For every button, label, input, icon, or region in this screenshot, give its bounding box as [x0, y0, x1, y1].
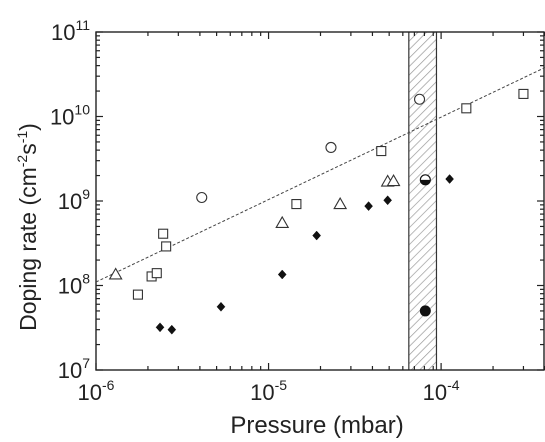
- shaded-band: [408, 32, 437, 370]
- axes-layer: [95, 31, 545, 371]
- data-points-layer: [108, 88, 529, 335]
- filled-circle-point: [419, 305, 431, 317]
- y-axis-label-end: ): [15, 123, 41, 131]
- open-square-point: [158, 228, 169, 239]
- x-tick-label: 10-5: [250, 377, 287, 405]
- open-circle-point: [325, 141, 337, 154]
- plot-frame: [95, 31, 545, 371]
- open-square-point: [161, 241, 172, 252]
- filled-diamond-point: [383, 195, 392, 206]
- open-triangle-point: [275, 215, 290, 228]
- y-axis-label-mid: s: [15, 143, 41, 155]
- y-tick-label: 1010: [50, 102, 90, 130]
- y-axis-label-base: Doping rate (cm: [15, 167, 41, 331]
- open-circle-point: [196, 191, 208, 204]
- y-tick-label: 109: [58, 186, 90, 214]
- y-tick-label: 1011: [51, 17, 90, 45]
- half-circle-fill: [420, 179, 431, 185]
- x-tick-label: 10-4: [423, 377, 460, 405]
- open-triangle-point: [108, 267, 123, 280]
- open-triangle-point: [333, 196, 348, 210]
- x-axis-label: Pressure (mbar): [230, 412, 403, 439]
- y-tick-label: 107: [58, 355, 90, 383]
- open-square-point: [376, 146, 387, 157]
- filled-diamond-point: [312, 230, 321, 241]
- open-square-point: [151, 268, 162, 279]
- x-tick-label: 10-6: [78, 377, 115, 405]
- half-filled-circle-point: [419, 174, 431, 186]
- open-square-point: [291, 199, 302, 210]
- filled-diamond-point: [155, 322, 165, 333]
- y-tick-label: 108: [58, 271, 90, 299]
- open-triangle-point: [386, 173, 401, 187]
- filled-diamond-point: [216, 301, 226, 312]
- y-axis-label: Doping rate (cm-2s-1): [14, 123, 41, 331]
- open-square-point: [132, 289, 143, 300]
- tick-labels-layer: 10-6 10-5 10-4 107 108 109 1010 1011: [50, 17, 460, 405]
- open-square-point: [518, 88, 529, 99]
- filled-diamond-point: [364, 201, 373, 211]
- filled-diamond-point: [167, 324, 177, 335]
- filled-diamond-point: [277, 269, 287, 280]
- y-axis-label-exp2: -1: [14, 131, 30, 144]
- open-circle-point: [414, 93, 426, 105]
- y-axis-label-exp1: -2: [14, 155, 30, 168]
- filled-diamond-point: [445, 174, 454, 184]
- shaded-band-layer: [408, 32, 438, 370]
- open-square-point: [461, 103, 472, 114]
